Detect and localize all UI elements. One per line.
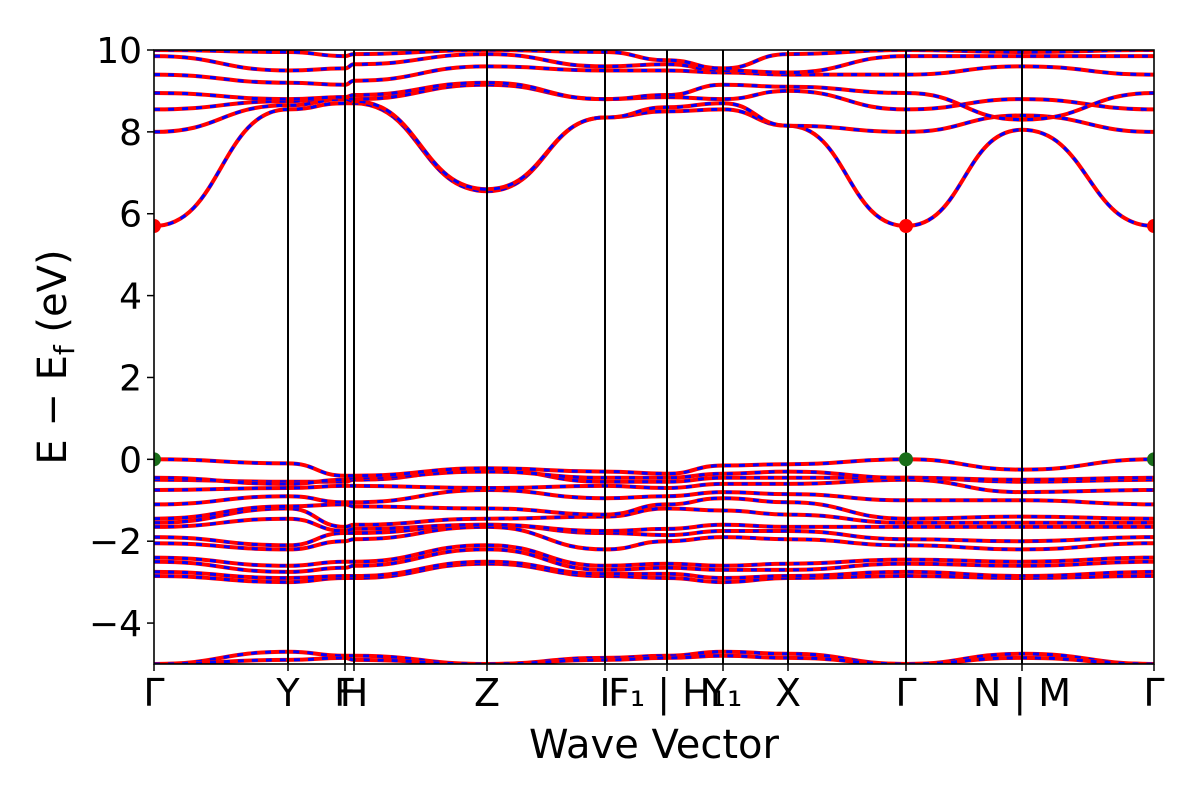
band-line-spin-down <box>154 83 1154 111</box>
y-axis-label-subscript: f <box>48 344 81 355</box>
cbm-marker <box>899 219 913 234</box>
band-line-spin-down <box>154 525 1154 551</box>
y-axis-label-main: E − E <box>30 355 76 465</box>
x-tick-label: I <box>599 671 610 715</box>
cbm-marker <box>1147 219 1154 234</box>
bands-group <box>154 50 1154 664</box>
band-line-spin-down <box>154 64 1154 87</box>
band-line-spin-down <box>154 496 1154 521</box>
y-tick-label: 4 <box>119 277 142 318</box>
x-axis-label: Wave Vector <box>529 722 780 768</box>
extrema-markers <box>154 219 1154 467</box>
x-tick-label: F₁ | H₁ <box>608 671 726 716</box>
band-line-spin-down <box>154 547 1154 574</box>
band-line-spin-down <box>154 478 1154 494</box>
kpath-lines <box>287 50 1023 664</box>
y-axis-ticks: −4 −2 0 2 4 6 8 10 <box>89 31 154 645</box>
band-line-spin-down <box>154 562 1154 584</box>
band-line-spin-down <box>154 101 1154 228</box>
y-tick-label: −2 <box>89 522 142 563</box>
band-line-spin-up <box>154 457 1154 478</box>
y-axis-label-unit: (eV) <box>30 249 76 345</box>
y-tick-label: 0 <box>119 440 142 481</box>
band-line-spin-down <box>154 523 1154 547</box>
x-tick-label: N | M <box>973 671 1071 716</box>
band-line-spin-down <box>154 50 1154 70</box>
vbm-marker <box>1147 452 1154 467</box>
x-tick-label: Γ <box>895 671 916 715</box>
x-tick-label: Z <box>474 671 500 715</box>
band-line-spin-down <box>154 81 1154 122</box>
band-line-spin-up <box>154 543 1154 568</box>
plot-frame <box>153 49 1155 665</box>
x-tick-label: Y₁ <box>703 671 742 715</box>
band-line-spin-up <box>154 52 1154 75</box>
x-tick-label: Γ <box>1143 671 1164 715</box>
y-tick-label: 10 <box>96 31 142 72</box>
vbm-marker <box>154 452 161 467</box>
band-line-spin-down <box>154 517 1154 533</box>
cbm-marker <box>154 219 161 234</box>
band-line-spin-up <box>154 516 1154 534</box>
band-line-spin-down <box>154 560 1154 580</box>
band-line-spin-down <box>154 470 1154 486</box>
x-tick-label: H <box>340 671 369 715</box>
band-line-spin-down <box>154 488 1154 506</box>
x-tick-label: Γ <box>143 671 164 715</box>
band-line-spin-down <box>154 97 1154 191</box>
vbm-marker <box>899 452 913 467</box>
y-tick-label: −4 <box>89 604 142 645</box>
band-line-spin-down <box>154 457 1154 478</box>
y-axis-label: E − Ef (eV) <box>30 249 81 464</box>
y-tick-label: 8 <box>119 113 142 154</box>
y-tick-label: 2 <box>119 358 142 399</box>
band-line-spin-down <box>154 654 1154 664</box>
x-tick-label: Y <box>275 671 300 715</box>
x-tick-label: F <box>334 671 356 715</box>
x-tick-label: X <box>775 671 801 715</box>
band-line-spin-down <box>154 506 1154 529</box>
band-line-spin-up <box>154 653 1154 664</box>
y-tick-label: 6 <box>119 195 142 236</box>
band-line-spin-up <box>154 101 1154 229</box>
